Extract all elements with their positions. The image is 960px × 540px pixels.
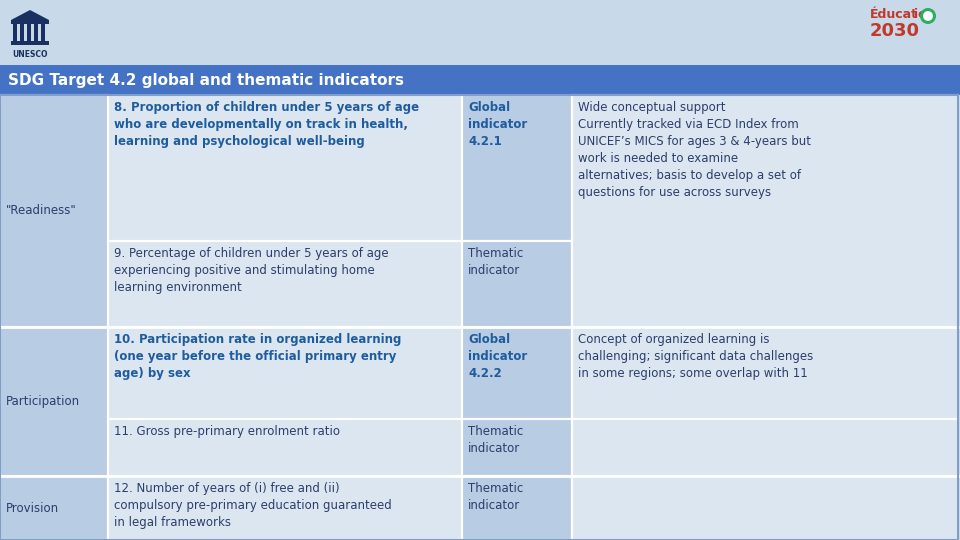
Text: 10. Participation rate in organized learning
(one year before the official prima: 10. Participation rate in organized lear… <box>114 333 401 380</box>
Text: 2030: 2030 <box>870 22 920 40</box>
Text: 9. Percentage of children under 5 years of age
experiencing positive and stimula: 9. Percentage of children under 5 years … <box>114 247 389 294</box>
Bar <box>0 95 108 327</box>
Bar <box>0 95 958 540</box>
Bar <box>11 20 49 24</box>
Circle shape <box>920 8 936 24</box>
Text: Wide conceptual support
Currently tracked via ECD Index from
UNICEF’s MICS for a: Wide conceptual support Currently tracke… <box>578 101 811 199</box>
Text: ion: ion <box>914 8 935 21</box>
Bar <box>108 95 462 241</box>
Bar <box>108 327 462 419</box>
Text: Concept of organized learning is
challenging; significant data challenges
in som: Concept of organized learning is challen… <box>578 333 813 380</box>
Bar <box>13 24 17 42</box>
Bar <box>462 476 572 540</box>
Bar <box>0 241 108 327</box>
Text: Thematic
indicator: Thematic indicator <box>468 482 523 512</box>
Bar <box>0 327 108 476</box>
Bar <box>462 241 572 327</box>
Bar <box>11 41 49 45</box>
Bar <box>20 24 24 42</box>
Circle shape <box>923 11 933 21</box>
Bar <box>0 419 108 476</box>
Bar <box>462 95 572 241</box>
Text: Thematic
indicator: Thematic indicator <box>468 425 523 455</box>
Polygon shape <box>11 10 49 20</box>
Text: 8. Proportion of children under 5 years of age
who are developmentally on track : 8. Proportion of children under 5 years … <box>114 101 420 148</box>
Text: "Readiness": "Readiness" <box>6 205 77 218</box>
Bar <box>572 476 958 540</box>
Bar <box>108 419 462 476</box>
Bar <box>462 419 572 476</box>
Text: Éducat: Éducat <box>870 8 918 21</box>
Text: SDG Target 4.2 global and thematic indicators: SDG Target 4.2 global and thematic indic… <box>8 72 404 87</box>
Text: 12. Number of years of (i) free and (ii)
compulsory pre-primary education guaran: 12. Number of years of (i) free and (ii)… <box>114 482 392 529</box>
Bar <box>0 95 108 241</box>
Text: Global
indicator
4.2.1: Global indicator 4.2.1 <box>468 101 527 148</box>
Bar <box>41 24 45 42</box>
Text: Participation: Participation <box>6 395 80 408</box>
Bar <box>572 95 958 327</box>
Bar <box>108 241 462 327</box>
Text: Provision: Provision <box>6 502 60 515</box>
Text: Global
indicator
4.2.2: Global indicator 4.2.2 <box>468 333 527 380</box>
Bar <box>0 327 108 419</box>
Bar <box>34 24 38 42</box>
Text: 11. Gross pre-primary enrolment ratio: 11. Gross pre-primary enrolment ratio <box>114 425 340 438</box>
Bar <box>572 95 958 241</box>
Text: UNESCO: UNESCO <box>12 50 48 59</box>
Bar <box>572 419 958 476</box>
Bar <box>108 476 462 540</box>
Text: Thematic
indicator: Thematic indicator <box>468 247 523 277</box>
Bar <box>0 0 960 65</box>
Bar <box>0 476 108 540</box>
Bar <box>462 327 572 419</box>
Bar <box>572 241 958 327</box>
Bar <box>572 327 958 419</box>
Bar <box>0 65 960 95</box>
Bar <box>27 24 31 42</box>
